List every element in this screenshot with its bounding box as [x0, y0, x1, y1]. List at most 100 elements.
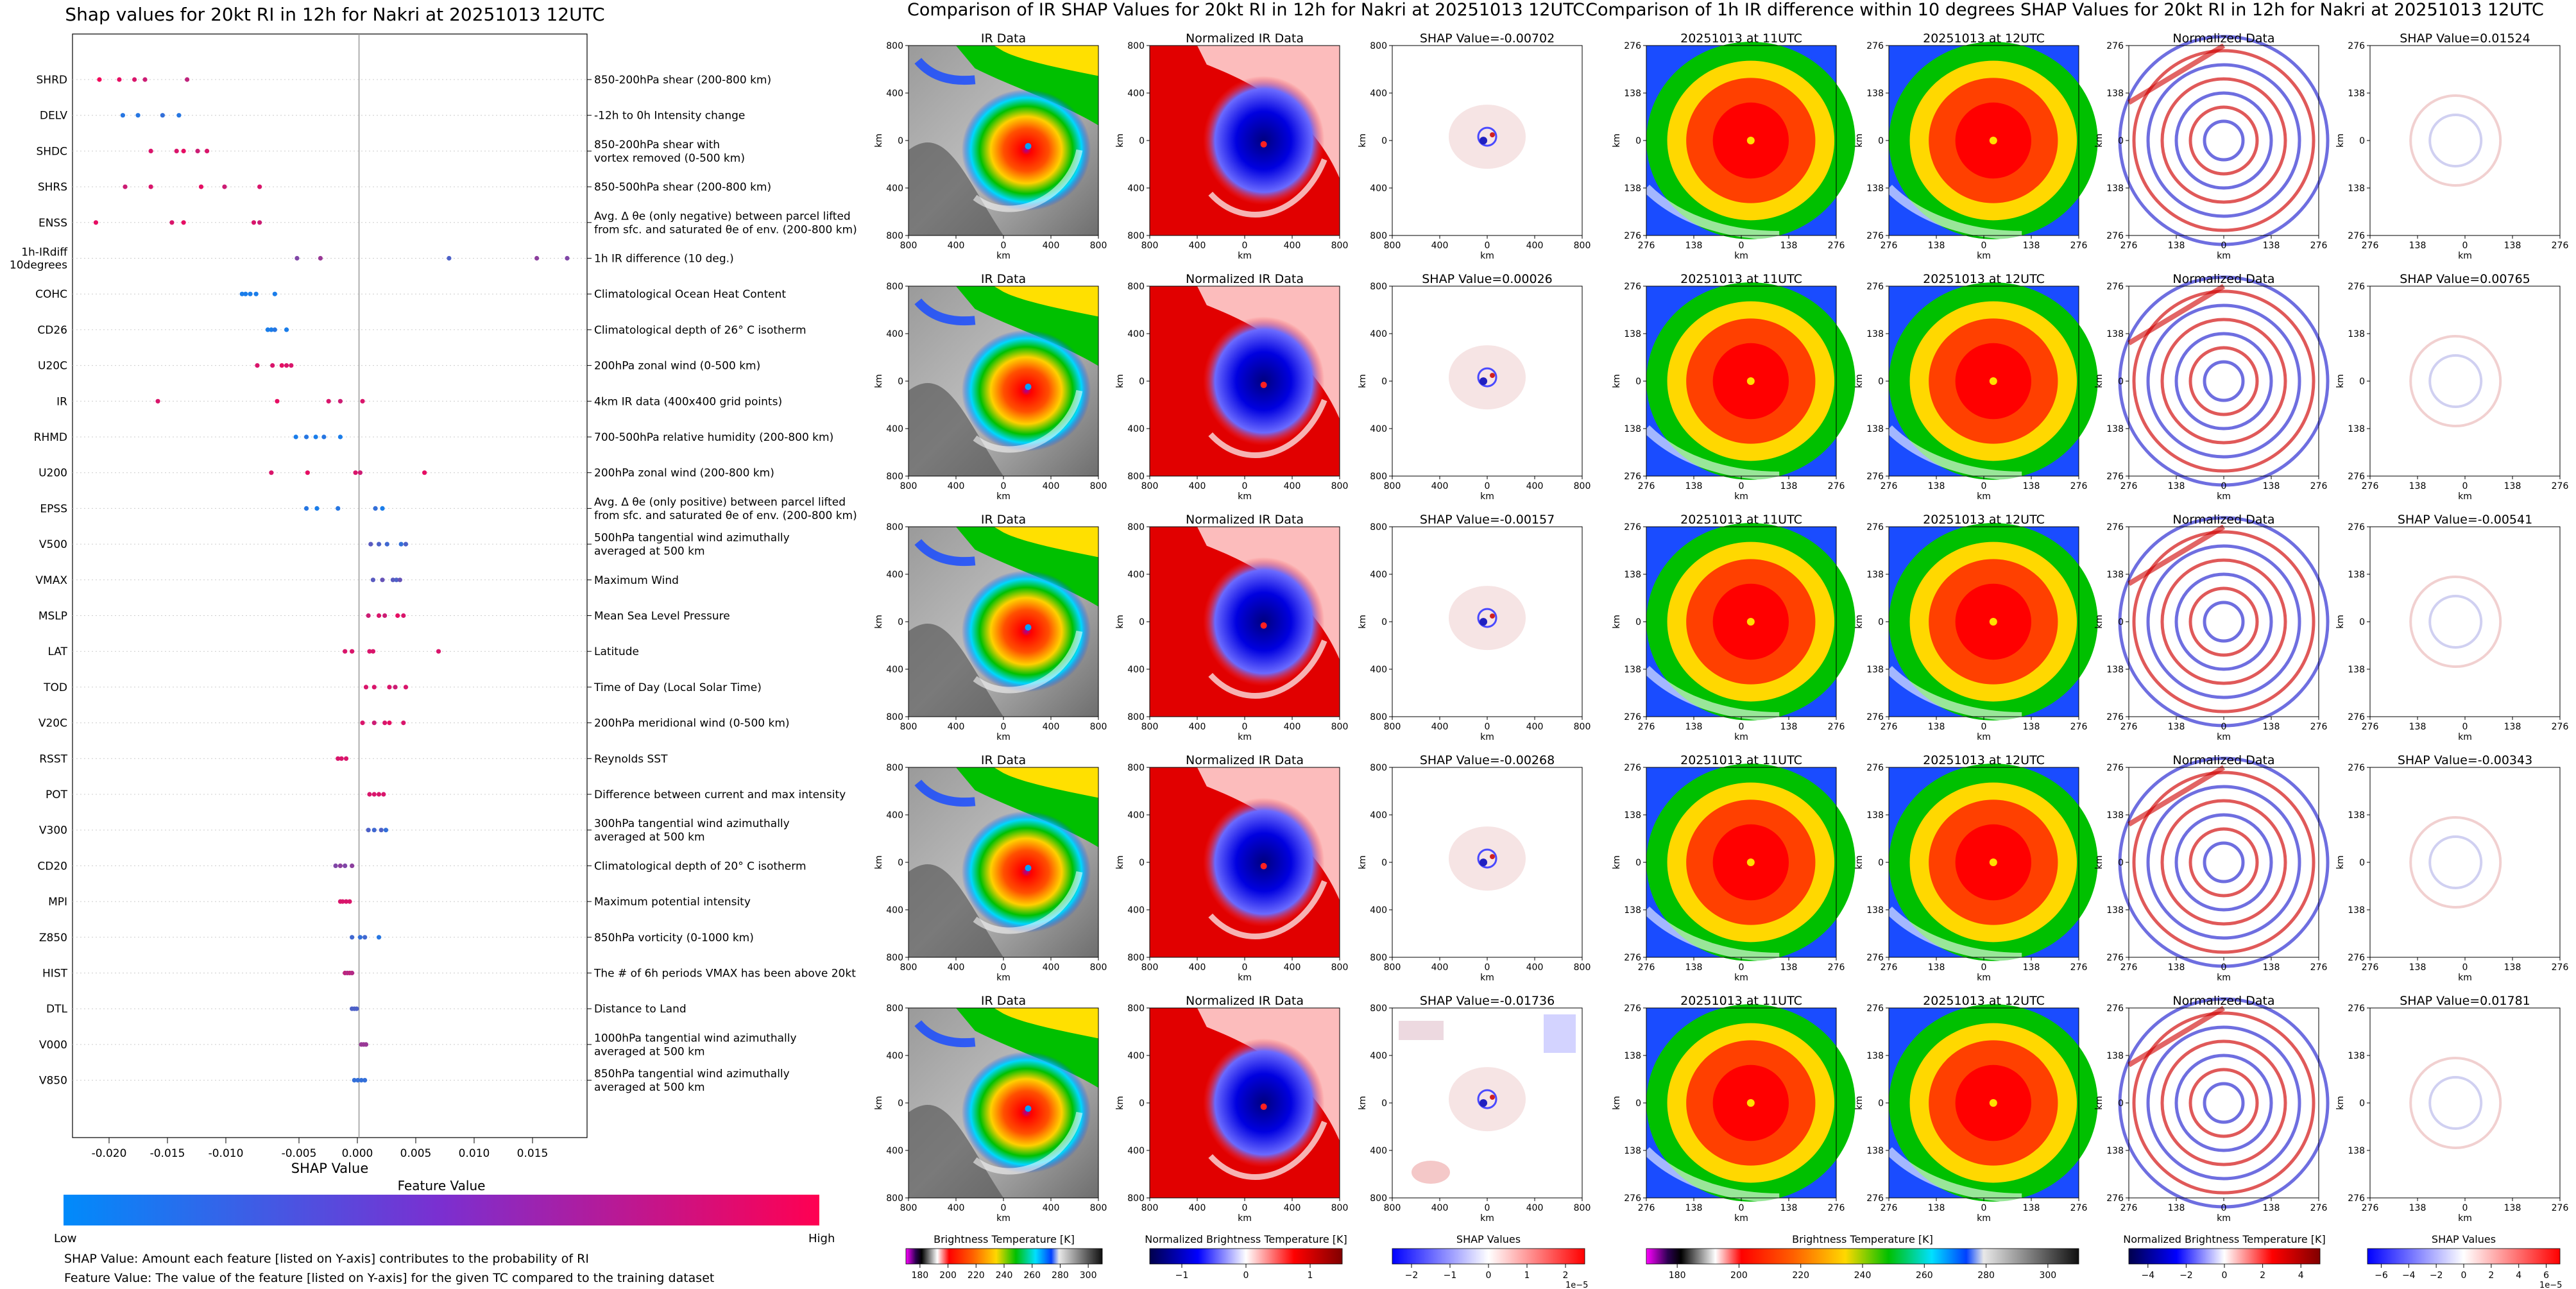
y-tick-label: 138 [2106, 810, 2124, 821]
shap-point [120, 113, 125, 118]
y-tick-label: 0 [2118, 617, 2124, 627]
x-tick-label: 800 [1090, 481, 1107, 491]
beeswarm-layer: SHRD 850-200hPa shear (200-800 km) DELV -12… [10, 34, 857, 1138]
feature-description: 850-200hPa shear (200-800 km) [594, 74, 771, 87]
y-tick-label: 800 [886, 282, 903, 292]
panel-title: Normalized Data [2172, 31, 2274, 46]
panel-title: Normalized Data [2172, 272, 2274, 286]
y-tick-label: 0 [1381, 858, 1387, 868]
x-tick-label: 400 [1284, 481, 1301, 491]
x-tick-label: 138 [2409, 241, 2427, 251]
x-tick-label: 138 [2409, 722, 2427, 732]
x-axis-label: km [1734, 251, 1748, 261]
shap-point [333, 863, 338, 868]
shap-point [357, 470, 363, 475]
y-tick-label: 276 [2106, 763, 2124, 773]
colorbar-tick-label: 240 [1854, 1270, 1872, 1281]
y-axis-label: km [1612, 133, 1622, 148]
feature-name: Z850 [39, 932, 67, 944]
x-tick-label: 0 [1485, 722, 1490, 732]
shap-point [398, 542, 404, 547]
y-axis-label: km [1358, 615, 1368, 629]
x-tick-label: 0 [1739, 241, 1744, 251]
y-tick-label: 800 [886, 231, 903, 241]
x-axis-label: km [2458, 973, 2472, 983]
shap-point [376, 935, 382, 940]
shap-point [135, 113, 141, 118]
shap-point [401, 721, 406, 726]
panel-title: 20251013 at 11UTC [1680, 31, 1802, 46]
x-tick-label: 138 [2409, 962, 2427, 973]
y-tick-label: 276 [2106, 953, 2124, 963]
x-tick-label: 276 [2070, 1203, 2088, 1213]
x-axis-label: km [2458, 1213, 2472, 1224]
y-tick-label: 138 [1866, 329, 1884, 339]
x-tick-label: 800 [1141, 722, 1159, 732]
x-tick-label: 800 [1090, 962, 1107, 973]
shap-point [354, 1006, 359, 1011]
y-tick-label: 800 [1127, 763, 1145, 773]
feature-description: 200hPa zonal wind (0-500 km) [594, 360, 760, 373]
panel-title: Normalized IR Data [1186, 31, 1304, 46]
x-tick-label: 0 [2221, 481, 2227, 491]
y-tick-label: 800 [1370, 953, 1387, 963]
shap-point [394, 577, 399, 583]
svg-text:0.000: 0.000 [342, 1147, 373, 1160]
y-tick-label: 138 [1866, 810, 1884, 821]
panel-title: Normalized IR Data [1186, 753, 1304, 767]
feature-name: V20C [38, 717, 67, 730]
y-axis-label: km [1115, 133, 1125, 148]
x-axis-label: km [996, 491, 1011, 502]
x-tick-label: 800 [1574, 481, 1591, 491]
colorbar-tick-label: 4 [2298, 1270, 2304, 1281]
y-tick-label: 276 [1624, 1193, 1641, 1204]
x-axis-label: km [2458, 251, 2472, 261]
colorbar-tick-label: 300 [1080, 1270, 1097, 1281]
svg-text:Brightness Temperature [K]: Brightness Temperature [K] [934, 1233, 1075, 1245]
y-tick-label: 0 [2359, 136, 2365, 146]
x-tick-label: 800 [1574, 722, 1591, 732]
feature-description: averaged at 500 km [594, 1081, 705, 1094]
feature-value-colorbar [64, 1195, 819, 1225]
footnote-shap-value: SHAP Value: Amount each feature [listed … [64, 1252, 589, 1266]
x-tick-label: 800 [1384, 241, 1401, 251]
shap-point [97, 77, 102, 82]
x-tick-label: 0 [1001, 962, 1007, 973]
x-tick-5: 0.005 [400, 1138, 432, 1160]
feature-description: Time of Day (Local Solar Time) [593, 681, 762, 694]
shap-point [384, 542, 389, 547]
shap-point [253, 291, 259, 296]
y-tick-label: 276 [2348, 41, 2365, 51]
svg-text:0.005: 0.005 [400, 1147, 432, 1160]
shap-point [382, 613, 388, 619]
y-tick-label: 138 [1624, 810, 1641, 821]
feature-name: MSLP [38, 610, 67, 623]
y-tick-label: 276 [1866, 41, 1884, 51]
y-tick-label: 138 [1624, 905, 1641, 916]
x-tick-label: 0 [1981, 241, 1987, 251]
x-tick-label: 276 [2552, 1203, 2569, 1213]
y-axis-label: km [2335, 133, 2346, 148]
x-tick-label: 0 [1001, 241, 1007, 251]
feature-description: Avg. Δ θe (only negative) between parcel… [594, 210, 851, 223]
x-tick-label: 0 [1242, 481, 1248, 491]
y-axis-label: km [1358, 855, 1368, 869]
x-tick-label: 400 [1189, 722, 1206, 732]
colorbar-tick-label: 1 [1308, 1270, 1313, 1281]
feature-name: SHDC [36, 145, 67, 158]
colorbar-tick-label: 240 [996, 1270, 1013, 1281]
y-axis-label: km [1612, 374, 1622, 388]
shap-point [174, 148, 179, 153]
x-axis-label: km [1977, 491, 1991, 502]
colorbar-tick-label: 260 [1023, 1270, 1041, 1281]
shap-point [160, 113, 165, 118]
shap-point [303, 506, 309, 511]
shap-point [195, 148, 200, 153]
y-tick-label: 138 [2348, 184, 2365, 194]
